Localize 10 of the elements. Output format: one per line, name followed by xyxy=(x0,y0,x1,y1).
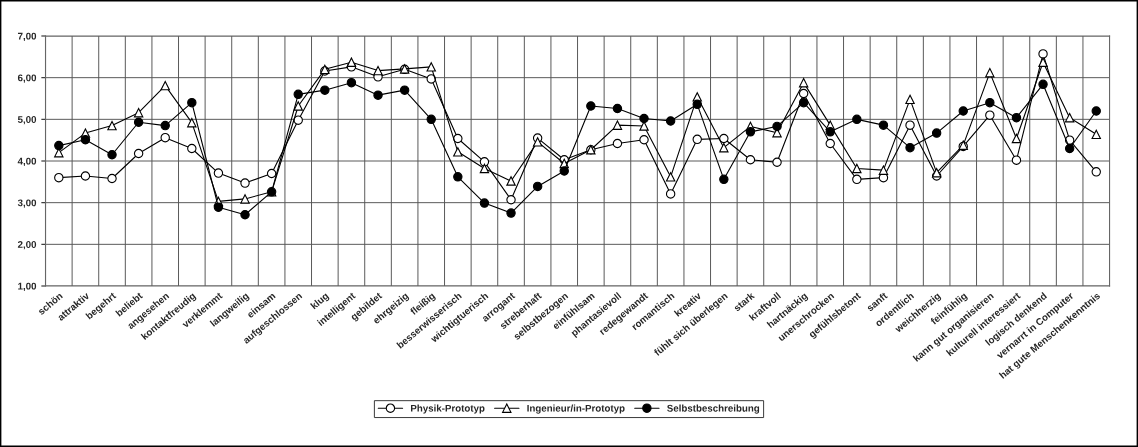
legend-label: Selbstbeschreibung xyxy=(667,404,760,414)
y-tick-label: 6,00 xyxy=(17,74,37,83)
y-tick-label: 1,00 xyxy=(18,282,37,292)
y-tick-label: 2,00 xyxy=(17,241,37,250)
legend-label: Physik-Prototyp xyxy=(411,404,485,414)
y-tick-label: 7,00 xyxy=(17,32,37,42)
y-tick-label: 5,00 xyxy=(17,116,37,125)
y-tick-label: 3,00 xyxy=(17,199,37,208)
y-tick-label: 4,00 xyxy=(17,157,37,167)
legend-label: Ingenieur/in-Prototyp xyxy=(527,404,625,414)
